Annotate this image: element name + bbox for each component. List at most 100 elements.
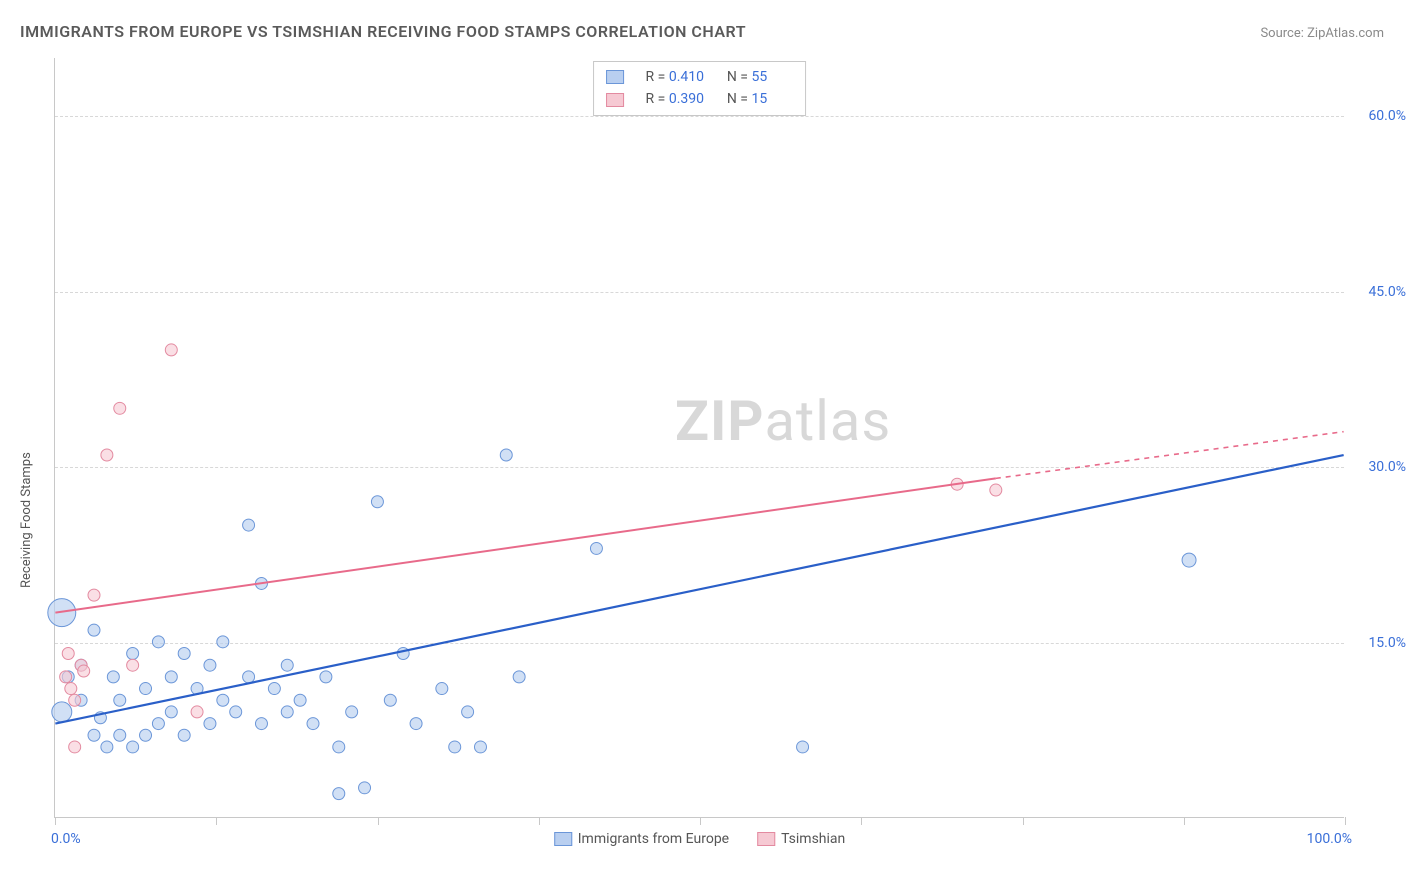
- data-point: [320, 671, 332, 683]
- data-point: [165, 344, 177, 356]
- data-point: [152, 718, 164, 730]
- x-tick: [378, 817, 379, 825]
- data-point: [436, 683, 448, 695]
- x-tick: [861, 817, 862, 825]
- data-point: [178, 729, 190, 741]
- legend-top-row: R = 0.410N = 55: [606, 66, 794, 88]
- x-tick-label-min: 0.0%: [51, 831, 81, 847]
- legend-n-label: N =: [727, 91, 752, 107]
- legend-r-label: R =: [646, 91, 669, 107]
- legend-series-label: Immigrants from Europe: [578, 831, 729, 847]
- x-tick: [216, 817, 217, 825]
- x-tick: [700, 817, 701, 825]
- data-point: [243, 671, 255, 683]
- data-point: [127, 659, 139, 671]
- data-point: [191, 706, 203, 718]
- source-label: Source:: [1260, 26, 1303, 41]
- source-attribution: Source: ZipAtlas.com: [1260, 26, 1384, 41]
- data-point: [243, 519, 255, 531]
- x-tick: [55, 817, 56, 825]
- data-point: [127, 648, 139, 660]
- data-point: [462, 706, 474, 718]
- data-point: [88, 729, 100, 741]
- data-point: [140, 683, 152, 695]
- x-tick-label-max: 100.0%: [1307, 831, 1352, 847]
- data-point: [410, 718, 422, 730]
- data-point: [230, 706, 242, 718]
- scatter-points: [48, 344, 1196, 800]
- legend-r-value: 0.390: [669, 88, 711, 110]
- legend-swatch: [606, 70, 624, 84]
- data-point: [797, 741, 809, 753]
- regression-line-extrapolated: [996, 432, 1344, 479]
- data-point: [500, 449, 512, 461]
- data-point: [217, 636, 229, 648]
- data-point: [255, 718, 267, 730]
- legend-top: R = 0.410N = 55R = 0.390N = 15: [593, 61, 807, 116]
- data-point: [107, 671, 119, 683]
- x-tick: [1023, 817, 1024, 825]
- data-point: [333, 741, 345, 753]
- data-point: [127, 741, 139, 753]
- x-tick: [1345, 817, 1346, 825]
- legend-bottom-item: Immigrants from Europe: [554, 831, 729, 847]
- data-point: [294, 694, 306, 706]
- data-point: [78, 665, 90, 677]
- data-point: [281, 706, 293, 718]
- data-point: [88, 589, 100, 601]
- data-point: [165, 671, 177, 683]
- legend-n-value: 15: [751, 88, 793, 110]
- data-point: [114, 402, 126, 414]
- data-point: [513, 671, 525, 683]
- data-point: [359, 782, 371, 794]
- data-point: [69, 694, 81, 706]
- data-point: [52, 702, 72, 722]
- data-point: [449, 741, 461, 753]
- y-tick-label: 15.0%: [1368, 635, 1406, 651]
- legend-top-row: R = 0.390 N = 15: [606, 88, 794, 110]
- x-tick: [539, 817, 540, 825]
- data-point: [114, 694, 126, 706]
- chart-title: IMMIGRANTS FROM EUROPE VS TSIMSHIAN RECE…: [20, 22, 746, 41]
- data-point: [371, 496, 383, 508]
- data-point: [62, 648, 74, 660]
- regression-line: [55, 455, 1343, 724]
- legend-swatch: [606, 93, 624, 107]
- plot-area: Receiving Food Stamps ZIPatlas 15.0%30.0…: [54, 58, 1344, 818]
- data-point: [60, 671, 72, 683]
- legend-n-value: 55: [751, 66, 793, 88]
- chart-svg: [55, 58, 1344, 817]
- legend-bottom-item: Tsimshian: [757, 831, 845, 847]
- data-point: [165, 706, 177, 718]
- data-point: [152, 636, 164, 648]
- data-point: [384, 694, 396, 706]
- legend-r-label: R =: [646, 69, 669, 85]
- data-point: [346, 706, 358, 718]
- y-tick-label: 45.0%: [1368, 284, 1406, 300]
- data-point: [178, 648, 190, 660]
- y-tick-label: 60.0%: [1368, 108, 1406, 124]
- data-point: [474, 741, 486, 753]
- source-value: ZipAtlas.com: [1307, 26, 1384, 41]
- data-point: [65, 683, 77, 695]
- data-point: [1182, 553, 1196, 567]
- data-point: [114, 729, 126, 741]
- data-point: [69, 741, 81, 753]
- data-point: [281, 659, 293, 671]
- data-point: [101, 741, 113, 753]
- data-point: [88, 624, 100, 636]
- legend-swatch: [554, 832, 572, 846]
- data-point: [590, 542, 602, 554]
- x-tick: [1184, 817, 1185, 825]
- legend-bottom: Immigrants from Europe Tsimshian: [554, 831, 846, 847]
- legend-series-label: Tsimshian: [781, 831, 845, 847]
- data-point: [140, 729, 152, 741]
- data-point: [204, 659, 216, 671]
- data-point: [333, 788, 345, 800]
- data-point: [268, 683, 280, 695]
- legend-n-label: N =: [727, 69, 752, 85]
- data-point: [204, 718, 216, 730]
- data-point: [217, 694, 229, 706]
- data-point: [990, 484, 1002, 496]
- data-point: [101, 449, 113, 461]
